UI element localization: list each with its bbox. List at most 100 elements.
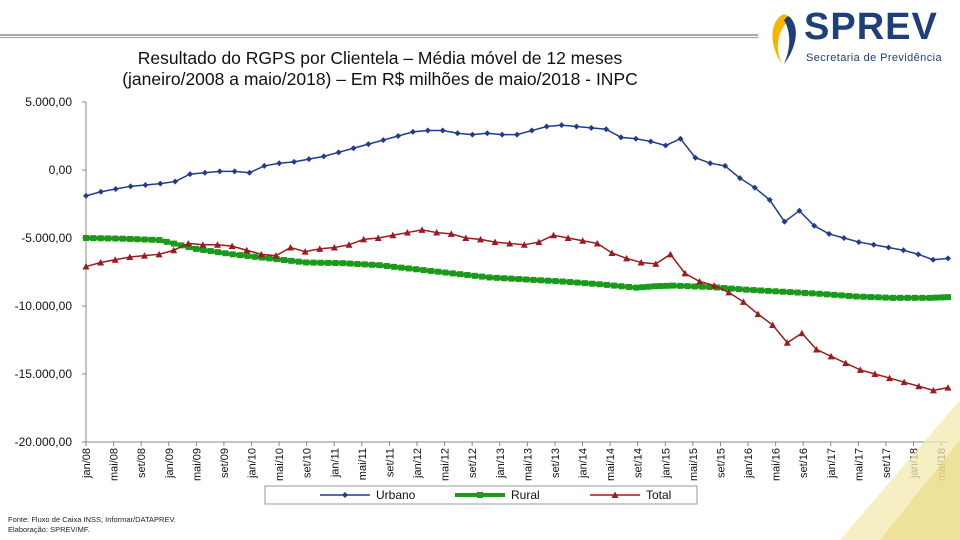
data-point bbox=[199, 241, 207, 248]
data-point bbox=[945, 294, 951, 301]
data-point bbox=[433, 229, 441, 236]
data-point bbox=[926, 294, 933, 301]
y-tick-label: -5.000,00 bbox=[21, 231, 72, 245]
legend-marker-urbano bbox=[342, 492, 348, 498]
sprev-logo: SPREV Secretaria de Previdência bbox=[762, 6, 957, 70]
data-point bbox=[721, 285, 728, 292]
data-point bbox=[201, 169, 208, 176]
data-point bbox=[200, 246, 207, 253]
data-point bbox=[82, 263, 90, 270]
data-point bbox=[246, 169, 253, 176]
x-tick-label: jan/14 bbox=[578, 448, 590, 479]
data-point bbox=[623, 254, 631, 262]
data-point bbox=[171, 240, 178, 247]
header-accent-rule bbox=[0, 37, 758, 38]
x-tick-label: mai/17 bbox=[853, 448, 865, 481]
data-point bbox=[228, 242, 236, 250]
data-point bbox=[831, 291, 838, 298]
data-point bbox=[856, 366, 864, 373]
data-point bbox=[281, 257, 288, 264]
data-point bbox=[564, 234, 572, 241]
data-point bbox=[424, 127, 431, 134]
data-point bbox=[757, 287, 764, 294]
data-point bbox=[558, 122, 565, 129]
data-point bbox=[231, 168, 238, 175]
data-point bbox=[559, 278, 566, 285]
data-point bbox=[491, 238, 499, 246]
data-point bbox=[361, 261, 368, 268]
data-point bbox=[929, 386, 937, 394]
data-point bbox=[573, 123, 580, 130]
data-point bbox=[126, 253, 134, 261]
data-point bbox=[185, 244, 192, 251]
data-point bbox=[523, 276, 530, 283]
data-point bbox=[537, 277, 544, 284]
data-point bbox=[867, 294, 874, 301]
data-point bbox=[589, 280, 596, 287]
data-point bbox=[751, 184, 758, 191]
data-point bbox=[663, 282, 670, 289]
data-point bbox=[476, 235, 484, 243]
data-point bbox=[90, 235, 97, 242]
data-point bbox=[772, 288, 779, 295]
y-tick-label: 0,00 bbox=[49, 163, 73, 177]
x-tick-label: set/09 bbox=[219, 448, 231, 478]
data-point bbox=[666, 250, 674, 258]
data-point bbox=[310, 259, 317, 266]
data-point bbox=[530, 276, 537, 283]
data-point bbox=[187, 171, 194, 178]
data-point bbox=[796, 207, 803, 214]
x-tick-label: set/17 bbox=[881, 448, 893, 478]
data-point bbox=[215, 249, 222, 256]
data-point bbox=[816, 290, 823, 297]
data-point bbox=[140, 252, 148, 259]
data-point bbox=[276, 160, 283, 167]
data-point bbox=[261, 162, 268, 169]
page-title: Resultado do RGPS por Clientela – Média … bbox=[60, 48, 700, 90]
data-point bbox=[156, 237, 163, 244]
data-point bbox=[439, 127, 446, 134]
data-point bbox=[904, 294, 911, 301]
data-point bbox=[645, 283, 652, 290]
data-point bbox=[567, 279, 574, 286]
data-point bbox=[794, 289, 801, 296]
data-point bbox=[845, 292, 852, 299]
x-tick-label: mai/12 bbox=[440, 448, 452, 481]
data-point bbox=[765, 287, 772, 294]
data-point bbox=[691, 283, 698, 290]
data-point bbox=[243, 246, 251, 254]
x-tick-label: jan/16 bbox=[743, 448, 755, 479]
x-tick-label: set/14 bbox=[633, 448, 645, 478]
data-point bbox=[435, 268, 442, 275]
x-tick-label: mai/16 bbox=[771, 448, 783, 481]
data-point bbox=[464, 271, 471, 278]
data-point bbox=[900, 247, 907, 254]
data-point bbox=[798, 329, 806, 337]
legend-label-total: Total bbox=[646, 488, 671, 502]
data-point bbox=[301, 248, 309, 255]
data-point bbox=[508, 275, 515, 282]
data-point bbox=[652, 260, 660, 267]
x-tick-label: mai/14 bbox=[605, 448, 617, 481]
data-point bbox=[919, 294, 926, 301]
series-line bbox=[85, 124, 949, 261]
data-point bbox=[932, 294, 939, 301]
x-tick-label: mai/08 bbox=[109, 448, 121, 481]
data-point bbox=[409, 128, 416, 135]
data-point bbox=[347, 260, 354, 267]
data-point bbox=[365, 141, 372, 148]
x-tick-label: jan/09 bbox=[164, 448, 176, 479]
data-point bbox=[376, 262, 383, 269]
data-point bbox=[915, 382, 923, 390]
data-point bbox=[155, 250, 163, 258]
data-point bbox=[707, 160, 714, 167]
x-tick-label: jan/12 bbox=[412, 448, 424, 479]
data-point bbox=[528, 127, 535, 134]
x-tick-label: mai/15 bbox=[688, 448, 700, 481]
logo-wordmark: SPREV bbox=[804, 6, 938, 48]
data-point bbox=[838, 292, 845, 299]
x-tick-label: set/13 bbox=[550, 448, 562, 478]
data-point bbox=[603, 126, 610, 133]
data-point bbox=[840, 235, 847, 241]
data-point bbox=[699, 283, 706, 290]
